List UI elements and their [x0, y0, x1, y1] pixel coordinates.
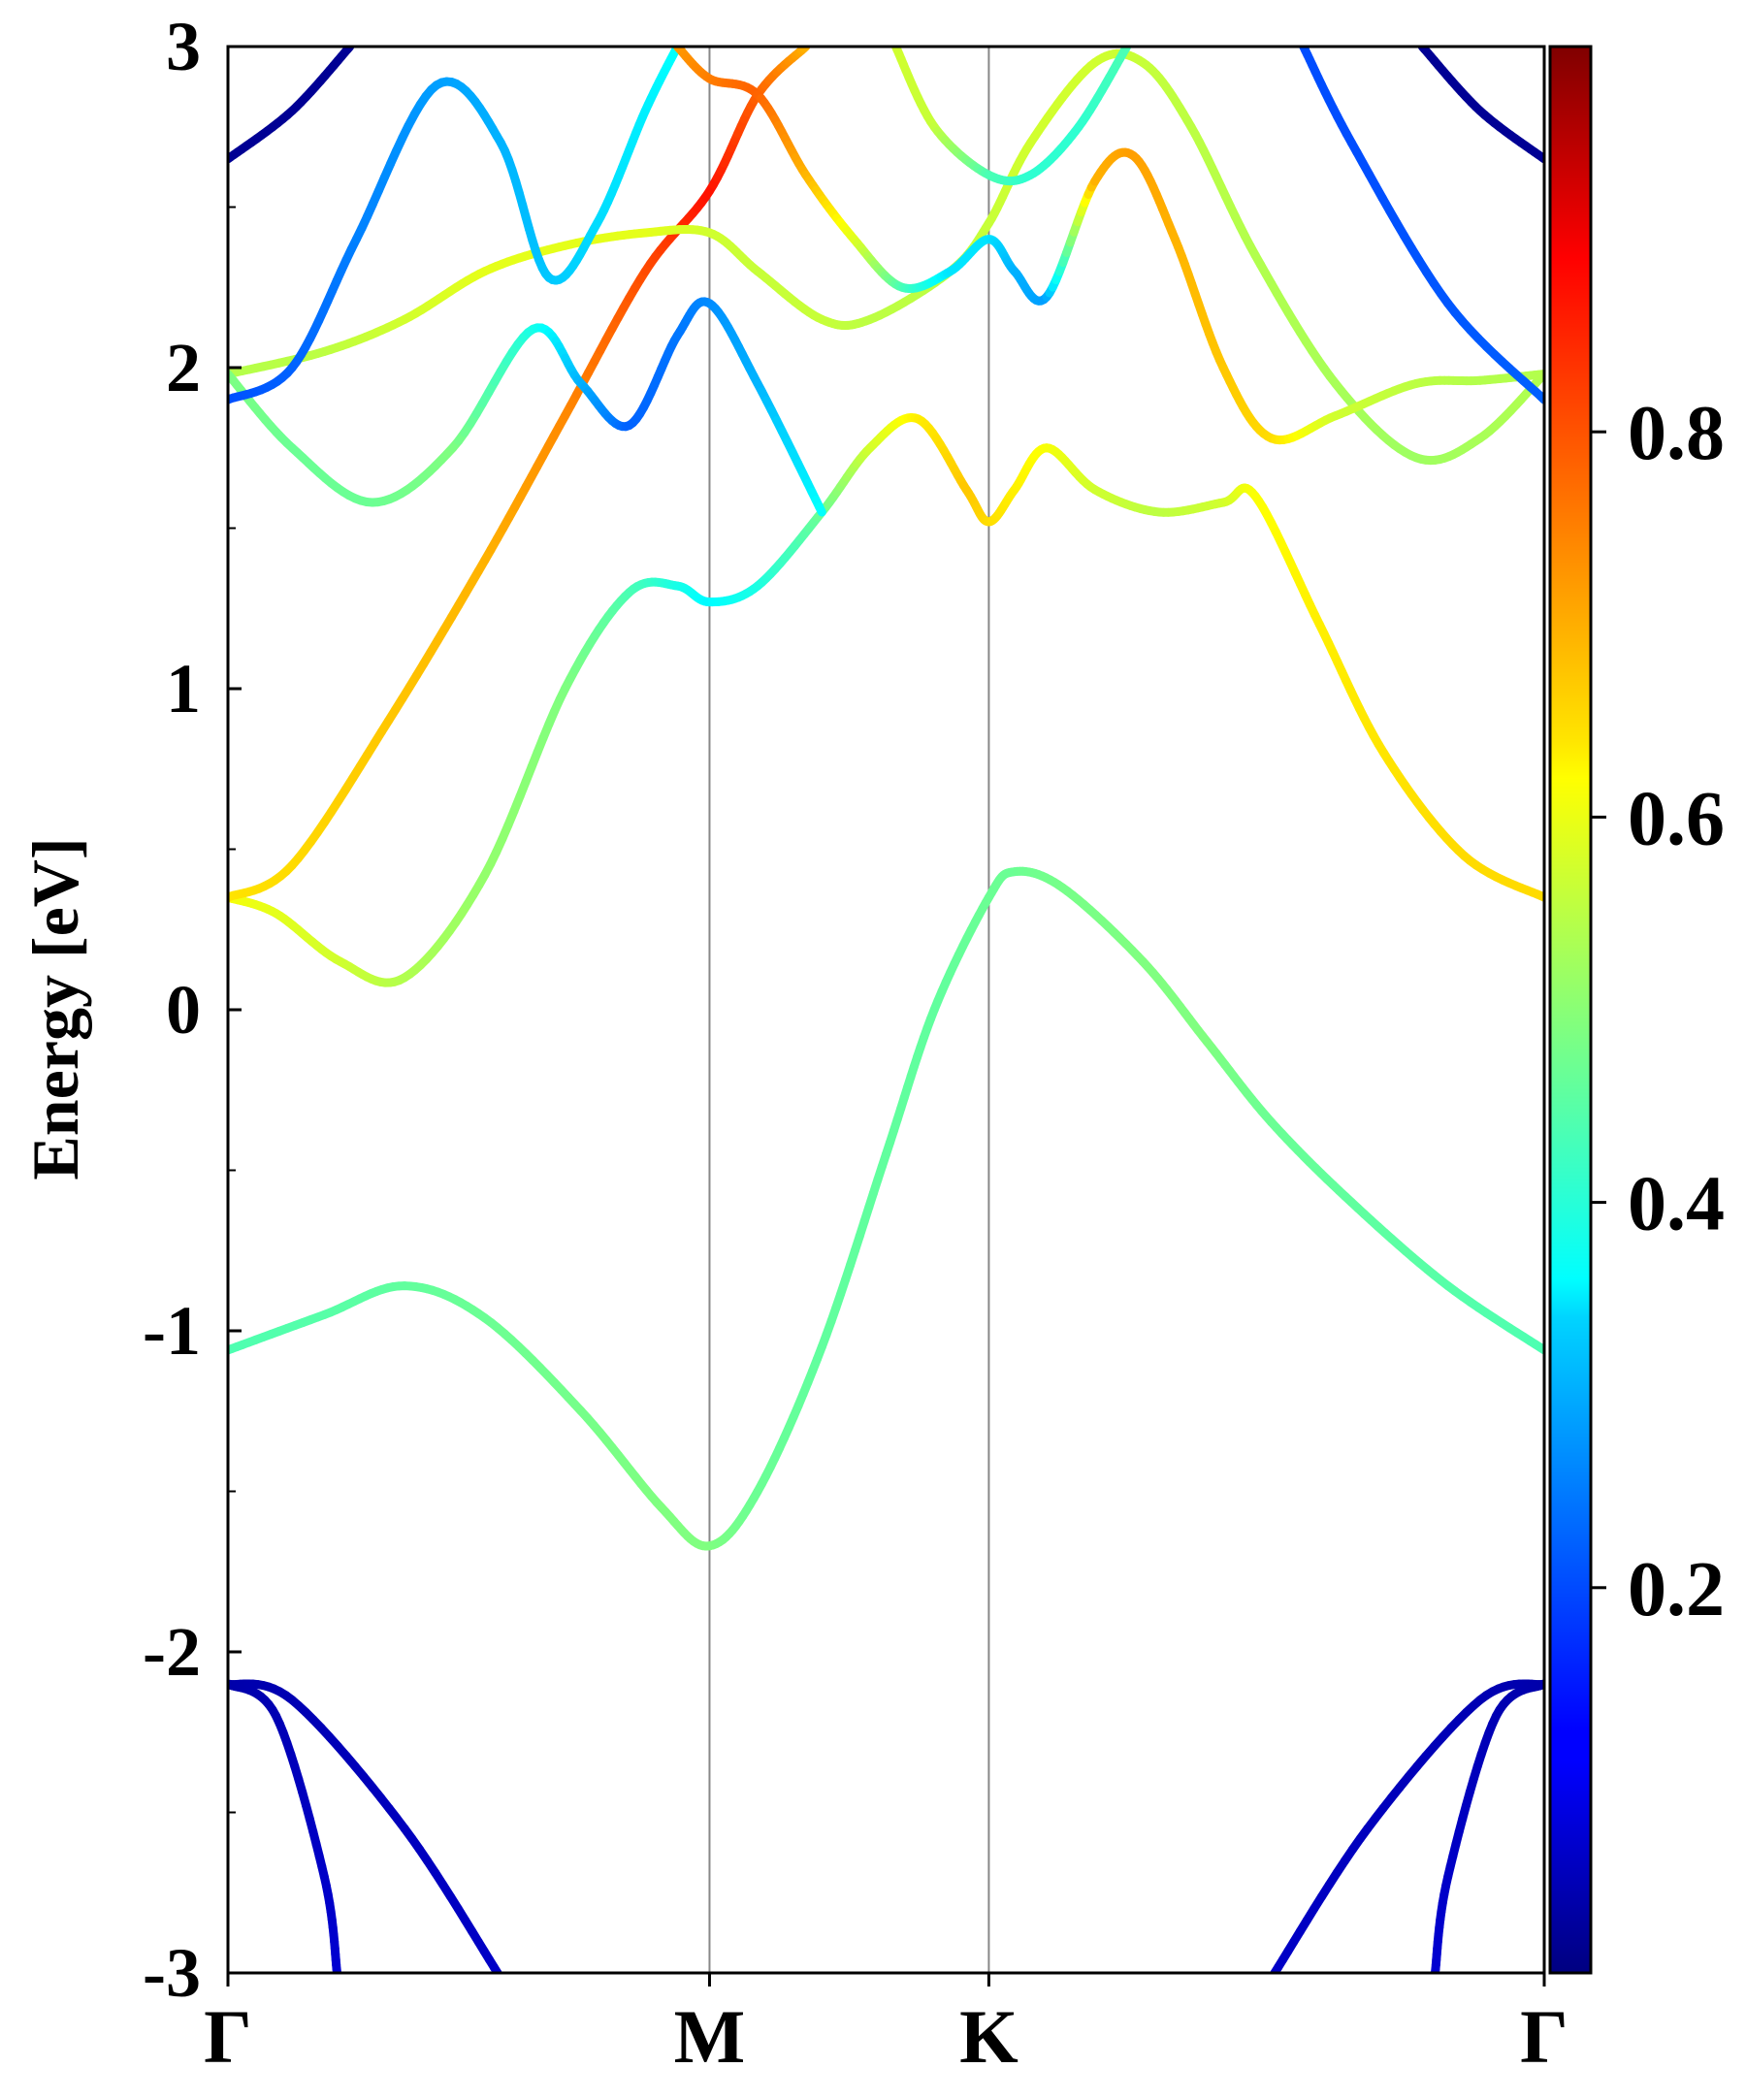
colorbar-tick-label: 0.4 — [1628, 1162, 1725, 1247]
band-segment — [820, 506, 823, 511]
y-tick-label: -3 — [143, 1934, 201, 2012]
colorbar-tick-label: 0.2 — [1628, 1547, 1725, 1632]
y-tick-label: 2 — [166, 329, 201, 406]
band-15 — [1304, 47, 1544, 400]
y-tick-label: 3 — [166, 8, 201, 85]
colorbar — [1550, 47, 1591, 1973]
band-14 — [1422, 47, 1544, 159]
band-5 — [228, 871, 1544, 1546]
high-symmetry-lines — [709, 47, 988, 1973]
x-tick-label: M — [674, 1994, 746, 2079]
band-10 — [228, 47, 677, 400]
band-4 — [1275, 1684, 1544, 1973]
y-tick-label: 0 — [166, 971, 201, 1049]
bands-layer — [228, 47, 1544, 1973]
band-13 — [228, 47, 350, 159]
band-11 — [677, 47, 1544, 440]
x-tick-label: Γ — [204, 1994, 252, 2079]
band-8 — [228, 53, 1544, 460]
y-tick-label: -1 — [143, 1292, 201, 1370]
plot-frame — [228, 47, 1544, 1973]
colorbar-tick-label: 0.6 — [1628, 776, 1725, 861]
x-tick-label: K — [959, 1994, 1018, 2079]
y-axis-label: Energy [eV] — [18, 837, 92, 1179]
y-tick-label: 1 — [166, 650, 201, 727]
colorbar-axis: 0.2 0.4 0.6 0.8 — [1591, 391, 1725, 1632]
band-6 — [228, 418, 1544, 984]
band-2 — [228, 1684, 498, 1973]
colorbar-tick-label: 0.8 — [1628, 391, 1725, 476]
x-tick-label: Γ — [1520, 1994, 1568, 2079]
y-tick-label: -2 — [143, 1613, 201, 1691]
